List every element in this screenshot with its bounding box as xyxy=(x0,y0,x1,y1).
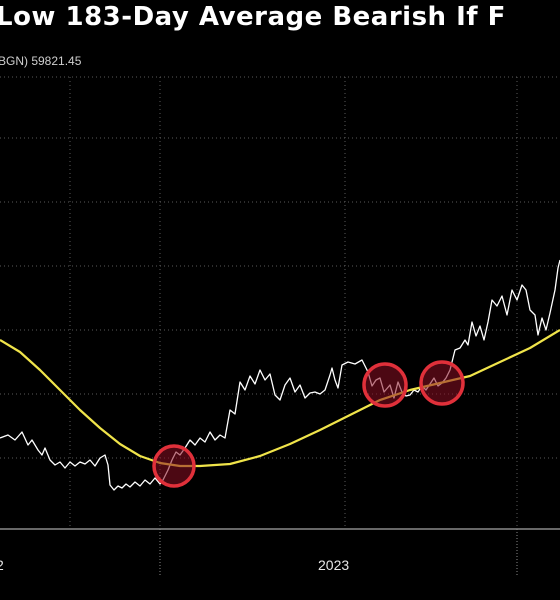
chart-subtitle: BGN) 59821.45 xyxy=(0,54,82,68)
highlight-circle xyxy=(362,362,408,408)
x-tick-label: 2023 xyxy=(318,557,349,573)
price-series-line xyxy=(0,259,560,491)
x-tick-label: 2 xyxy=(0,557,4,573)
series-group xyxy=(0,259,560,491)
chart-grid xyxy=(0,76,560,529)
highlight-group xyxy=(152,360,465,488)
chart-title: Low 183-Day Average Bearish If F xyxy=(0,2,506,32)
highlight-circle xyxy=(419,360,465,406)
highlight-circle xyxy=(152,444,196,488)
